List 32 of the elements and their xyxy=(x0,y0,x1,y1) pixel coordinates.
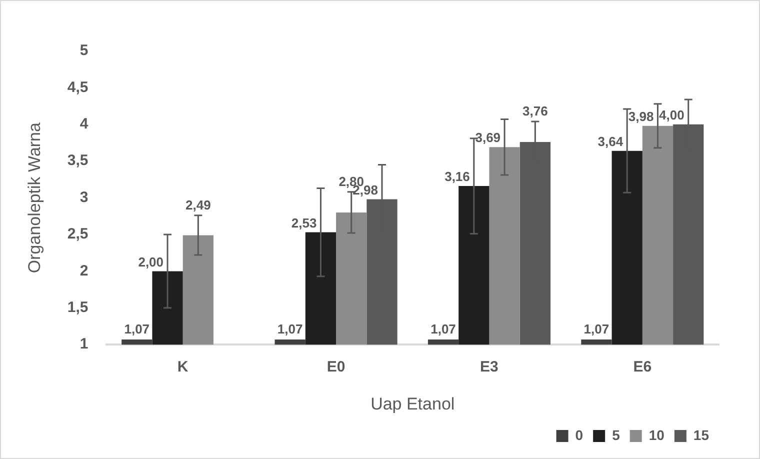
y-tick-label: 2,5 xyxy=(67,226,88,243)
data-label: 1,07 xyxy=(124,322,150,337)
legend-label: 15 xyxy=(693,426,710,443)
y-axis-title: Organoleptik Warna xyxy=(24,122,44,274)
x-tick-label: E0 xyxy=(326,358,346,376)
x-tick-label: E6 xyxy=(633,358,652,376)
data-label: 3,64 xyxy=(598,134,624,149)
data-label: 2,49 xyxy=(186,197,211,212)
data-label: 3,76 xyxy=(522,104,548,119)
data-label: 4,00 xyxy=(659,107,684,122)
x-tick-label: K xyxy=(177,358,188,376)
y-tick-label: 5 xyxy=(80,42,88,60)
data-label: 3,16 xyxy=(444,169,470,184)
y-tick-label: 2 xyxy=(80,262,88,280)
y-tick-label: 3,5 xyxy=(67,152,88,170)
data-label: 3,69 xyxy=(475,130,501,146)
legend-label: 10 xyxy=(648,426,665,443)
data-label: 1,07 xyxy=(277,322,303,337)
y-tick-label: 1 xyxy=(80,336,88,353)
legend-label: 5 xyxy=(612,426,620,443)
data-label: 1,07 xyxy=(430,322,456,337)
data-label: 3,98 xyxy=(628,108,654,124)
data-label: 2,00 xyxy=(138,254,164,270)
data-label: 1,07 xyxy=(584,322,610,337)
data-label: 2,53 xyxy=(291,215,317,230)
y-tick-label: 1,5 xyxy=(67,299,88,316)
x-tick-label: E3 xyxy=(480,358,498,376)
x-axis-title: Uap Etanol xyxy=(370,394,455,414)
y-tick-label: 4 xyxy=(80,116,89,133)
y-tick-label: 3 xyxy=(80,188,88,206)
legend-label: 0 xyxy=(575,426,584,443)
y-tick-label: 4,5 xyxy=(67,78,88,96)
